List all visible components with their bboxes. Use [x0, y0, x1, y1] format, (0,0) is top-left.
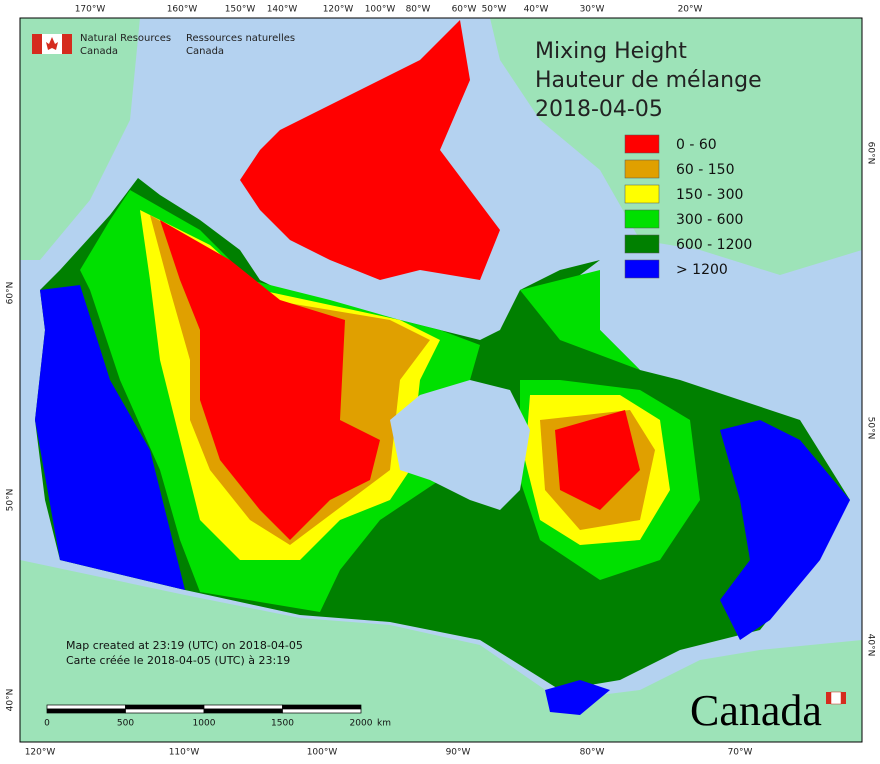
legend-swatch [624, 234, 660, 254]
scale-label: 2000 [350, 719, 373, 729]
scale-bar: 0 500 1000 1500 2000 km [44, 704, 391, 729]
longitude-label: 150°W [225, 5, 256, 15]
latitude-label: 50°N [6, 489, 16, 512]
longitude-label: 100°W [365, 5, 396, 15]
org-name: Ressources naturelles [186, 33, 295, 44]
scale-label: 500 [117, 719, 134, 729]
wordmark-flag [826, 692, 831, 704]
org-name: Canada [186, 46, 224, 57]
usa [20, 560, 862, 742]
longitude-label: 140°W [267, 5, 298, 15]
legend-swatch [624, 259, 660, 279]
legend-swatch [624, 134, 660, 154]
latitude-label: 50°N [866, 417, 876, 440]
longitude-label: 170°W [75, 5, 106, 15]
longitude-label: 30°W [580, 5, 605, 15]
latitude-label: 40°N [866, 634, 876, 657]
longitude-label: 120°W [25, 748, 56, 758]
title-date: 2018-04-05 [535, 97, 663, 122]
scale-segment [125, 708, 205, 714]
longitude-label: 70°W [728, 748, 753, 758]
scale-segment [203, 704, 283, 710]
longitude-label: 100°W [307, 748, 338, 758]
arctic-islands [240, 20, 500, 280]
longitude-label: 80°W [580, 748, 605, 758]
wordmark: Canada [690, 686, 822, 735]
latitude-label: 60°N [866, 142, 876, 165]
title: Hauteur de mélange [535, 68, 762, 93]
longitude-label: 120°W [323, 5, 354, 15]
legend-swatch [624, 184, 660, 204]
legend-label: 600 - 1200 [676, 237, 752, 253]
scale-label: 1500 [271, 719, 294, 729]
zone-0-60-east [555, 410, 640, 510]
zone-1200 [35, 285, 185, 590]
scale-segment [203, 708, 283, 714]
zone-300-600-labrador [520, 270, 640, 370]
zone-1200-south [545, 680, 610, 715]
scale-segment [282, 708, 362, 714]
footer-note: Carte créée le 2018-04-05 (UTC) à 23:19 [66, 654, 290, 667]
longitude-label: 60°W [452, 5, 477, 15]
scale-segment [46, 708, 126, 714]
map-frame [19, 17, 863, 743]
greenland [490, 18, 862, 275]
legend-swatch [624, 209, 660, 229]
latitude-label: 60°N [6, 282, 16, 305]
longitude-label: 40°W [524, 5, 549, 15]
longitude-label: 90°W [446, 748, 471, 758]
wordmark-flag [841, 692, 846, 704]
longitude-label: 110°W [169, 748, 200, 758]
scale-label: 1000 [193, 719, 216, 729]
legend-label: 0 - 60 [676, 137, 717, 153]
scale-label: 0 [44, 719, 50, 729]
longitude-label: 50°W [482, 5, 507, 15]
longitude-label: 20°W [678, 5, 703, 15]
maple-leaf [46, 37, 58, 50]
flag-bar [32, 34, 42, 54]
legend-label: 300 - 600 [676, 212, 743, 228]
footer-note: Map created at 23:19 (UTC) on 2018-04-05 [66, 639, 303, 652]
graticule-labels: 170°W 160°W 150°W 140°W 120°W 100°W 80°W 60°W 50… [6, 5, 876, 758]
legend-swatch [624, 159, 660, 179]
longitude-label: 80°W [406, 5, 431, 15]
wordmark-flag [830, 691, 842, 705]
legend-label: > 1200 [676, 262, 728, 278]
scale-segment [46, 704, 126, 710]
flag-bar [62, 34, 72, 54]
legend: 0 - 60 60 - 150 150 - 300 300 - 600 600 - 12… [624, 134, 752, 279]
longitude-label: 160°W [167, 5, 198, 15]
scale-unit: km [377, 719, 391, 729]
alaska [20, 18, 140, 260]
latitude-label: 40°N [6, 689, 16, 712]
zone-0-60 [160, 220, 380, 540]
hudson-bay [390, 380, 530, 510]
scale-segment [282, 704, 362, 710]
scale-segment [125, 704, 205, 710]
legend-label: 150 - 300 [676, 187, 743, 203]
title: Mixing Height [535, 39, 687, 64]
legend-label: 60 - 150 [676, 162, 735, 178]
zone-1200-east [720, 420, 850, 640]
org-name: Natural Resources [80, 33, 171, 44]
org-name: Canada [80, 46, 118, 57]
